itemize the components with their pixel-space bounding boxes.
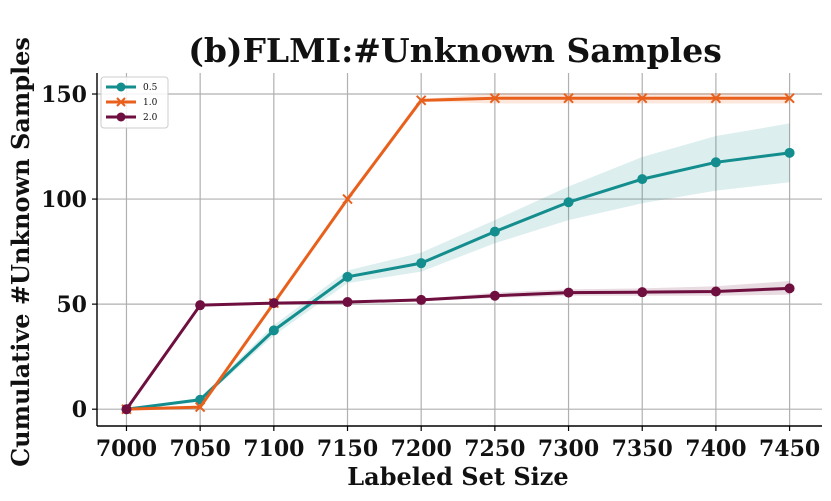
legend-marker-0.5 [116, 82, 126, 92]
data-point-2.0 [489, 290, 500, 301]
x-axis-label: Labeled Set Size [347, 462, 568, 491]
legend-label-1.0: 1.0 [143, 98, 158, 108]
data-point-0.5 [710, 157, 721, 168]
data-point-2.0 [710, 286, 721, 297]
series-line-0.5 [126, 151, 790, 411]
data-point-1.0 [342, 193, 353, 205]
data-point-1.0 [194, 401, 206, 413]
band-0.5 [126, 123, 790, 410]
x-tick-label: 7100 [243, 436, 304, 462]
axes [92, 73, 822, 431]
data-point-2.0 [195, 300, 206, 311]
legend-marker-2.0 [116, 112, 126, 122]
series-line-2.0 [125, 286, 790, 411]
tick-labels: 7000 7050 7100 7150 7200 7250 7300 7350 7400 7450… [41, 82, 820, 462]
x-tick-label: 7350 [612, 436, 673, 462]
data-point-1.0 [637, 93, 648, 104]
chart-title: (b)FLMI:#Unknown Samples [188, 31, 722, 70]
data-point-2.0 [784, 283, 795, 294]
legend-marker-1.0 [116, 97, 126, 107]
data-point-0.5 [784, 147, 795, 158]
data-point-2.0 [342, 297, 353, 308]
band-2.0 [126, 281, 790, 410]
x-tick-label: 7450 [759, 436, 820, 462]
data-point-0.5 [342, 271, 353, 282]
y-tick-label: 150 [41, 82, 87, 108]
data-point-0.5 [416, 258, 427, 269]
data-point-1.0 [710, 93, 722, 104]
y-axis-label: Cumulative #Unknown Samples [6, 37, 35, 467]
data-point-1.0 [415, 95, 427, 106]
x-tick-label: 7250 [464, 436, 525, 462]
legend-label-2.0: 2.0 [143, 113, 158, 123]
data-point-2.0 [416, 294, 427, 305]
y-tick-label: 100 [41, 187, 87, 213]
y-tick-label: 50 [56, 292, 87, 318]
data-point-0.5 [563, 197, 574, 208]
data-point-2.0 [563, 287, 574, 298]
x-tick-label: 7300 [538, 436, 599, 462]
series-lines [121, 93, 795, 415]
data-point-1.0 [784, 93, 795, 104]
data-point-2.0 [268, 298, 279, 309]
confidence-bands [126, 92, 790, 410]
data-point-0.5 [489, 226, 500, 237]
x-tick-label: 7000 [96, 436, 157, 462]
series-line-1.0 [126, 96, 790, 411]
data-point-0.5 [637, 174, 648, 185]
legend-label-0.5: 0.5 [143, 83, 158, 93]
data-point-1.0 [489, 93, 501, 104]
data-point-2.0 [637, 287, 648, 298]
data-point-2.0 [121, 404, 132, 415]
x-tick-label: 7150 [317, 436, 378, 462]
y-tick-label: 0 [72, 397, 87, 423]
data-point-1.0 [563, 93, 574, 104]
x-tick-label: 7200 [391, 436, 452, 462]
legend: 0.5 1.0 2.0 [100, 76, 169, 129]
x-tick-label: 7400 [685, 436, 746, 462]
data-point-0.5 [268, 325, 279, 336]
x-tick-label: 7050 [170, 436, 231, 462]
